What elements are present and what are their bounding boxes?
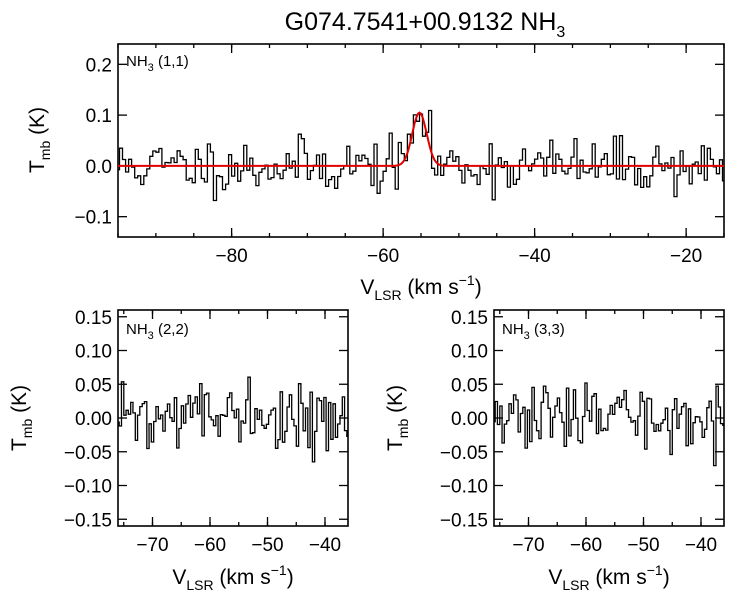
panel-nh3-11: −80 −60 −40 −20 −0.1 0.0 0.1 0.2 NH3 (1,1) VLSR… — [26, 43, 725, 303]
y-tick-label: 0.05 — [451, 375, 488, 396]
panel-label: NH3 (3,3) — [502, 321, 565, 342]
y-tick-label: −0.05 — [64, 443, 112, 464]
x-tick-label: −60 — [194, 535, 226, 556]
y-tick-label: −0.15 — [64, 510, 112, 531]
y-tick-label: 0.1 — [86, 106, 112, 127]
figure-title: G074.7541+00.9132 NH3 — [285, 8, 566, 41]
x-axis-label: VLSR (km s−1) — [172, 562, 293, 593]
spectrum-line — [118, 376, 348, 463]
y-tick-label: 0.00 — [451, 409, 488, 430]
y-tick-label: 0.05 — [75, 375, 112, 396]
x-tick-label: −70 — [136, 535, 168, 556]
x-tick-label: −50 — [627, 535, 659, 556]
x-tick-label: −50 — [251, 535, 283, 556]
plot-frame — [493, 309, 725, 527]
x-tick-label: −40 — [309, 535, 341, 556]
plot-frame — [117, 43, 725, 238]
x-tick-label: −40 — [519, 246, 551, 267]
y-tick-label: 0.2 — [86, 55, 112, 76]
spectrum-line — [494, 382, 724, 467]
y-axis-label: Tmb (K) — [26, 107, 53, 173]
y-tick-label: −0.15 — [440, 510, 488, 531]
y-tick-label: 0.15 — [75, 308, 112, 329]
axis-ticks: −70 −60 −50 −40 −0.15 −0.10 −0.05 0.00 0.05 0.10 0… — [64, 308, 348, 556]
x-tick-label: −60 — [570, 535, 602, 556]
y-tick-label: 0.0 — [86, 157, 112, 178]
panel-nh3-33: −70 −60 −50 −40 −0.15 −0.10 −0.05 0.00 0.05 0.10 0… — [384, 308, 725, 593]
axis-ticks: −80 −60 −40 −20 −0.1 0.0 0.1 0.2 — [74, 44, 725, 267]
y-axis-label: Tmb (K) — [8, 385, 35, 451]
y-tick-label: −0.10 — [64, 477, 112, 498]
plot-frame — [117, 309, 349, 527]
y-tick-label: −0.1 — [74, 208, 112, 229]
y-axis-label: Tmb (K) — [384, 385, 411, 451]
panel-label: NH3 (2,2) — [126, 321, 189, 342]
y-tick-label: 0.15 — [451, 308, 488, 329]
x-tick-label: −60 — [367, 246, 399, 267]
spectrum-line — [118, 109, 724, 202]
y-tick-label: 0.10 — [75, 342, 112, 363]
gaussian-fit-line — [118, 111, 724, 167]
y-tick-label: −0.05 — [440, 443, 488, 464]
y-tick-label: 0.10 — [451, 342, 488, 363]
x-tick-label: −40 — [685, 535, 717, 556]
axis-ticks: −70 −60 −50 −40 −0.15 −0.10 −0.05 0.00 0.05 0.10 0… — [440, 308, 724, 556]
x-axis-label: VLSR (km s−1) — [548, 562, 669, 593]
y-tick-label: −0.10 — [440, 477, 488, 498]
panel-nh3-22: −70 −60 −50 −40 −0.15 −0.10 −0.05 0.00 0.05 0.10 0… — [8, 308, 349, 593]
x-axis-label: VLSR (km s−1) — [360, 272, 481, 303]
panel-label: NH3 (1,1) — [126, 53, 189, 74]
x-tick-label: −70 — [512, 535, 544, 556]
x-tick-label: −20 — [670, 246, 702, 267]
x-tick-label: −80 — [216, 246, 248, 267]
y-tick-label: 0.00 — [75, 409, 112, 430]
